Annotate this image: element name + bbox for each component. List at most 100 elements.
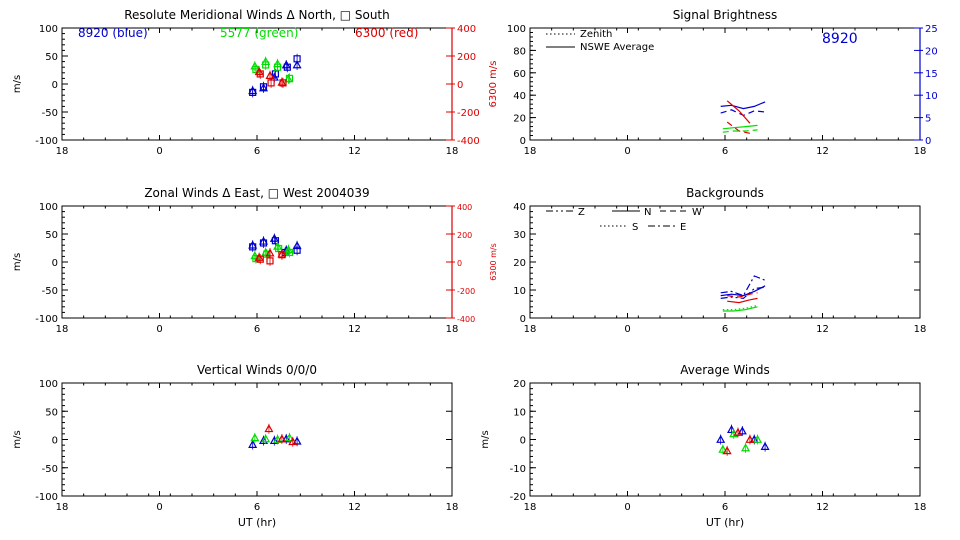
series-5577 — [250, 241, 294, 264]
right-y-tick-label: 0 — [457, 80, 463, 91]
data-point — [737, 426, 747, 435]
data-point — [285, 248, 294, 257]
y-tick-label: -50 — [42, 464, 58, 475]
plot-frame — [61, 27, 453, 141]
y-tick-label: -20 — [510, 492, 526, 503]
y-axis-label: m/s — [12, 75, 23, 93]
series-6300 — [264, 423, 298, 447]
legend-entry: 5577 (green) — [220, 26, 298, 40]
chart-title: Signal Brightness — [673, 8, 778, 22]
panel-meridional: Resolute Meridional Winds Δ North, □ Sou… — [12, 8, 499, 157]
x-tick-label: 0 — [624, 502, 630, 513]
data-point — [292, 60, 302, 69]
right-y-tick-label: 200 — [457, 52, 476, 63]
legend-entry: N — [644, 207, 651, 218]
data-point — [248, 439, 258, 448]
data-point — [277, 434, 287, 443]
x-tick-label: 6 — [254, 146, 260, 157]
chart-title: Zonal Winds Δ East, □ West 2004039 — [144, 186, 369, 200]
annotation: 8920 — [822, 31, 858, 47]
right-y-tick-label: 10 — [925, 91, 938, 102]
data-point — [752, 434, 763, 443]
right-y-tick-label: -400 — [457, 315, 475, 324]
data-point — [285, 74, 294, 83]
x-tick-label: 18 — [524, 146, 537, 157]
data-point — [293, 55, 301, 63]
right-y-tick-label: 25 — [925, 24, 938, 35]
series-line — [726, 100, 751, 124]
y-tick-label: 10 — [513, 286, 526, 297]
y-tick-label: 50 — [45, 407, 58, 418]
data-point — [281, 434, 291, 443]
data-point — [292, 436, 302, 445]
series-line — [722, 129, 758, 133]
data-point — [249, 88, 257, 97]
data-point — [745, 434, 755, 443]
data-point — [261, 434, 271, 443]
series-6300 — [722, 427, 755, 456]
series-line — [720, 101, 766, 110]
y-tick-label: 30 — [513, 230, 526, 241]
legend-entry: Zenith — [580, 29, 612, 40]
data-point — [733, 427, 743, 436]
right-y-axis-label: 6300 m/s — [489, 243, 498, 281]
series-line — [727, 292, 758, 298]
right-y-tick-label: 400 — [457, 24, 476, 35]
series-line — [727, 297, 758, 304]
right-y-tick-label: 0 — [925, 136, 931, 147]
x-tick-label: 18 — [446, 146, 459, 157]
y-tick-label: 10 — [513, 407, 526, 418]
data-point — [265, 248, 275, 257]
series-line — [720, 286, 766, 300]
x-tick-label: 18 — [524, 324, 537, 335]
series-5577-n — [722, 306, 758, 312]
series-8920 — [248, 53, 302, 98]
data-point — [250, 433, 260, 442]
y-tick-label: 100 — [39, 202, 58, 213]
right-y-tick-label: 200 — [457, 231, 472, 240]
data-point — [264, 424, 274, 433]
data-point — [293, 246, 301, 254]
y-tick-label: 0 — [520, 314, 526, 325]
y-tick-label: -100 — [35, 314, 58, 325]
data-point — [258, 435, 269, 445]
y-tick-label: -100 — [35, 136, 58, 147]
legend-entry: E — [680, 222, 686, 233]
x-tick-label: 0 — [156, 324, 162, 335]
right-y-tick-label: -400 — [457, 136, 480, 147]
series-5577-solid — [722, 124, 758, 130]
data-point — [262, 61, 270, 69]
data-point — [741, 443, 751, 452]
y-tick-label: 80 — [513, 46, 526, 57]
series-6300-dashed — [726, 121, 751, 134]
data-point — [267, 79, 275, 87]
data-point — [271, 237, 280, 245]
series-line — [722, 304, 758, 311]
series-8920-nswe-average — [720, 101, 766, 110]
legend-entry: S — [632, 222, 638, 233]
series-5577-dashed — [722, 129, 758, 133]
y-tick-label: 100 — [39, 24, 58, 35]
x-tick-label: 6 — [722, 324, 728, 335]
right-y-tick-label: 0 — [457, 259, 462, 268]
panel-vertical: Vertical Winds 0/0/0 18 0 6 12 18 100 50 0 -50 -10… — [12, 363, 458, 529]
right-y-tick-label: 400 — [457, 203, 472, 212]
data-point — [283, 63, 291, 71]
data-point — [760, 441, 770, 450]
data-point — [269, 435, 279, 445]
y-tick-label: 100 — [507, 24, 526, 35]
y-tick-label: 40 — [513, 91, 526, 102]
x-tick-label: 0 — [156, 502, 162, 513]
right-y-tick-label: 5 — [925, 114, 931, 125]
y-tick-label: 0 — [52, 80, 58, 91]
panel-average: Average Winds 18 0 6 12 18 20 10 0 -10 -20 m/s UT (h… — [480, 363, 926, 529]
y-axis-label: m/s — [12, 253, 23, 271]
y-tick-label: 20 — [513, 114, 526, 125]
data-point — [718, 444, 728, 453]
chart-title: Average Winds — [680, 363, 770, 377]
x-tick-label: 18 — [56, 324, 69, 335]
plot-frame — [61, 382, 453, 497]
series-5577 — [250, 56, 294, 84]
